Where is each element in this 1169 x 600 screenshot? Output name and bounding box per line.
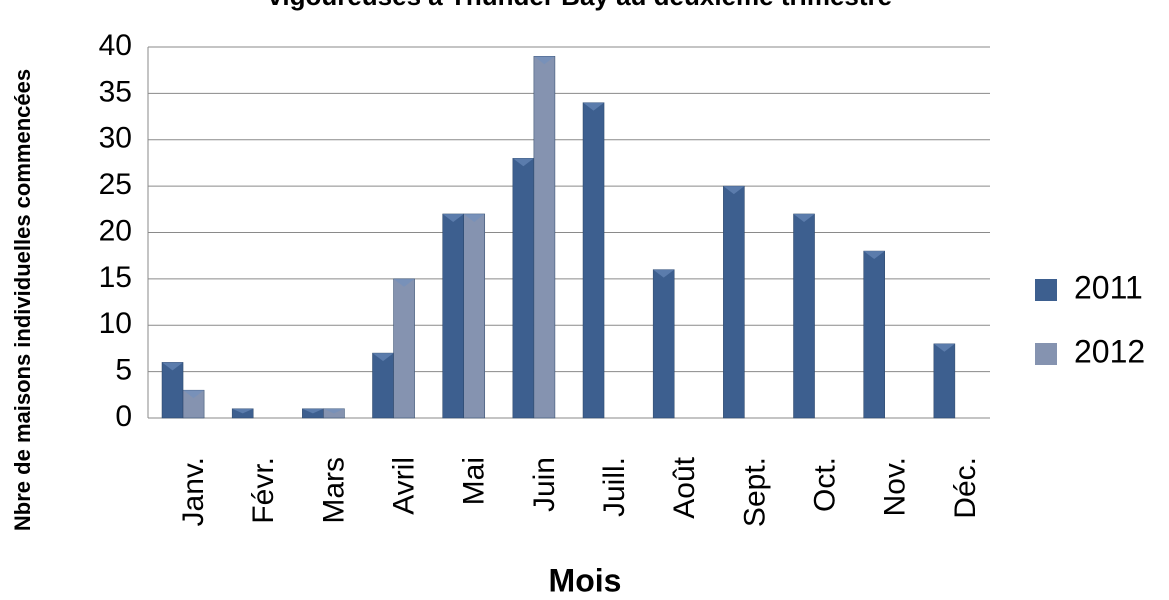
x-axis-title: Mois [549,562,622,598]
bar-cap [933,343,955,352]
bar-cap [442,213,464,222]
bar [793,213,815,419]
y-tick-label: 20 [99,214,132,247]
x-tick-label: Oct. [809,457,842,512]
y-tick-label: 30 [99,122,132,155]
y-tick-label: 40 [99,29,132,62]
bar-cap [463,213,485,222]
bar [393,278,415,419]
bar-cap [183,390,205,399]
x-tick-label: Août [668,456,701,518]
x-tick-label: Déc. [949,457,982,519]
x-tick-label: Mars [317,457,350,524]
bar-cap [793,213,815,222]
bar [582,102,605,419]
y-tick-label: 25 [99,168,132,201]
bar-cap [302,408,324,414]
bar-cap [393,278,415,287]
bar-cap [512,158,534,167]
y-tick-label: 0 [115,400,132,433]
bar-cap [533,56,555,65]
bar [533,56,556,419]
legend-swatch [1035,279,1057,301]
x-tick-label: Juill. [598,457,631,517]
x-tick-label: Sept. [738,457,771,527]
bar-cap [323,408,345,414]
bar-cap [863,251,885,260]
bar [933,343,956,419]
bar [463,213,486,419]
x-tick-label: Févr. [247,457,280,524]
x-tick-label: Mai [458,457,491,505]
bar [442,213,464,419]
legend-label: 2011 [1074,269,1143,305]
bar-cap [162,362,184,371]
bar [512,158,535,419]
bar [161,362,184,419]
bar [723,185,745,419]
x-tick-label: Janv. [177,457,210,526]
y-axis-title: Nbre de maisons individuelles commencées [10,69,35,531]
legend-label: 2012 [1074,333,1145,369]
bar [372,352,394,419]
y-tick-label: 35 [99,75,132,108]
x-tick-label: Avril [388,457,421,515]
bar-cap [232,408,254,414]
y-tick-label: 10 [99,307,132,340]
y-tick-label: 5 [115,354,132,387]
bar [652,269,675,419]
bar [863,250,885,419]
x-tick-label: Nov. [879,457,912,516]
bar-cap [372,353,394,362]
x-tick-label: Juin [528,457,561,512]
legend-swatch [1035,343,1057,365]
chart-title: vigoureuses à Thunder Bay au deuxième tr… [268,0,892,11]
bar-cap [653,269,675,278]
bar-cap [583,102,605,111]
bar-cap [723,186,745,195]
y-tick-label: 15 [99,261,132,294]
